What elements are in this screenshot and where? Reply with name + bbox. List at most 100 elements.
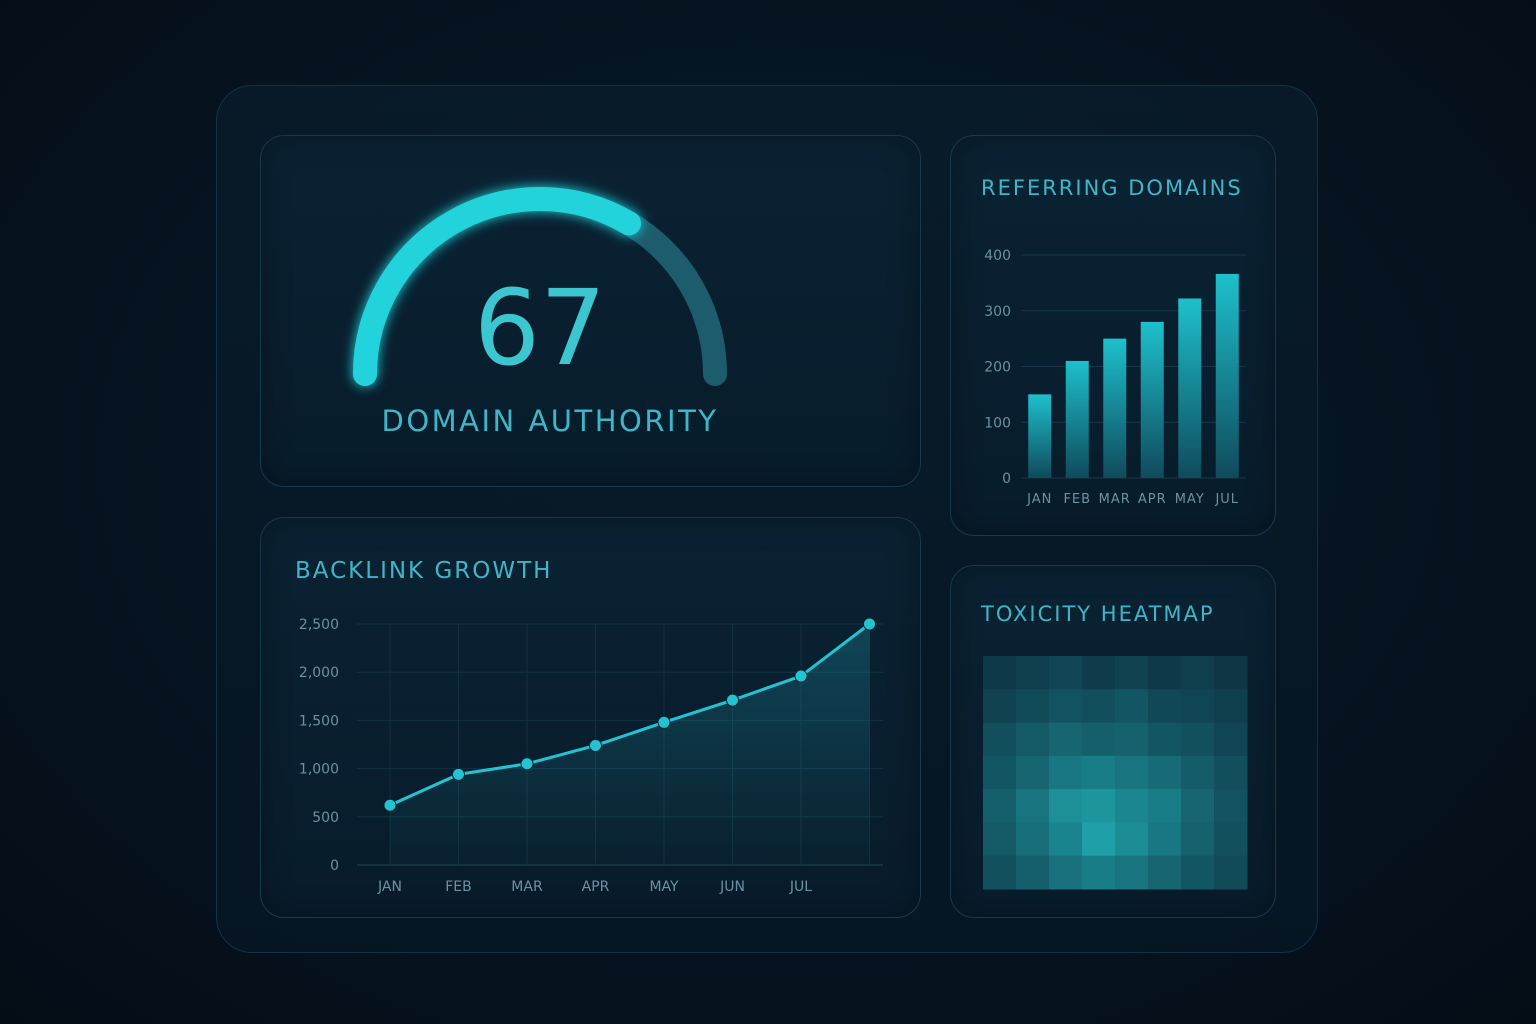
- heatmap-cell[interactable]: [983, 755, 1017, 790]
- heatmap-cell[interactable]: [1115, 822, 1149, 857]
- bar-jan[interactable]: [1028, 394, 1052, 478]
- heatmap-cell[interactable]: [983, 789, 1017, 823]
- bar-feb[interactable]: [1065, 360, 1089, 478]
- heatmap-cell[interactable]: [1082, 689, 1116, 724]
- heatmap-cell[interactable]: [1181, 689, 1215, 724]
- line-y-tick-label: 1,500: [299, 713, 339, 729]
- backlink-series-line: [389, 622, 871, 807]
- heatmap-cell[interactable]: [1181, 656, 1215, 690]
- heatmap-cell[interactable]: [1082, 755, 1116, 790]
- heatmap-cell[interactable]: [1082, 822, 1116, 857]
- line-point-feb[interactable]: [452, 767, 465, 781]
- heatmap-cell[interactable]: [1148, 689, 1182, 724]
- heatmap-cell[interactable]: [1115, 689, 1149, 724]
- heatmap-cell[interactable]: [983, 722, 1017, 757]
- heatmap-cell[interactable]: [1016, 689, 1050, 724]
- heatmap-cell[interactable]: [1115, 722, 1149, 757]
- heatmap-cell[interactable]: [1214, 789, 1248, 823]
- heatmap-cell[interactable]: [1115, 755, 1149, 790]
- heatmap-cell[interactable]: [1016, 789, 1050, 823]
- line-point-apr[interactable]: [589, 738, 602, 752]
- heatmap-cell[interactable]: [1049, 789, 1083, 823]
- referring-domains-title: REFERRING DOMAINS: [981, 176, 1243, 200]
- backlink-growth-chart: 0 500 1,000 1,500 2,000 2,500 JAN FEB MAR APR MAY J…: [299, 617, 883, 895]
- bar-mar[interactable]: [1103, 338, 1127, 478]
- heatmap-cell[interactable]: [1049, 689, 1083, 724]
- heatmap-cell[interactable]: [1214, 855, 1248, 890]
- backlink-growth-title: BACKLINK GROWTH: [295, 558, 553, 584]
- bar-y-tick-label: 0: [1002, 471, 1011, 487]
- heatmap-cell[interactable]: [1082, 855, 1116, 890]
- heatmap-cell[interactable]: [1148, 822, 1182, 857]
- heatmap-cell[interactable]: [1148, 755, 1182, 790]
- domain-authority-card[interactable]: 67 DOMAIN AUTHORITY: [260, 135, 921, 487]
- line-point-may[interactable]: [657, 715, 671, 729]
- toxicity-heatmap-card[interactable]: TOXICITY HEATMAP: [950, 565, 1276, 918]
- toxicity-heatmap: [983, 656, 1248, 890]
- heatmap-cell[interactable]: [1049, 722, 1083, 757]
- bar-y-tick-label: 400: [984, 248, 1011, 264]
- heatmap-cell[interactable]: [1214, 822, 1248, 857]
- heatmap-cell[interactable]: [1214, 689, 1248, 724]
- heatmap-cell[interactable]: [1115, 789, 1149, 823]
- bar-y-tick-label: 200: [984, 360, 1011, 376]
- authority-gauge: 67: [353, 187, 727, 389]
- line-point-jan[interactable]: [383, 798, 397, 812]
- line-x-tick-label: JAN: [377, 879, 402, 895]
- heatmap-cell[interactable]: [1181, 822, 1215, 857]
- heatmap-cell[interactable]: [1049, 656, 1083, 690]
- line-x-tick-label: FEB: [445, 879, 472, 895]
- heatmap-cell[interactable]: [1148, 855, 1182, 890]
- heatmap-cell[interactable]: [983, 855, 1017, 890]
- heatmap-cell[interactable]: [1181, 722, 1215, 757]
- authority-label: DOMAIN AUTHORITY: [381, 404, 719, 438]
- heatmap-cell[interactable]: [1148, 722, 1182, 757]
- heatmap-cell[interactable]: [1115, 855, 1149, 890]
- heatmap-cell[interactable]: [1181, 855, 1215, 890]
- bar-x-tick-label: MAY: [1175, 492, 1205, 507]
- bar-x-tick-label: JAN: [1026, 492, 1052, 507]
- heatmap-cell[interactable]: [1016, 822, 1050, 857]
- heatmap-cell[interactable]: [1148, 656, 1182, 690]
- heatmap-cell[interactable]: [1082, 789, 1116, 823]
- heatmap-cell[interactable]: [1016, 722, 1050, 757]
- heatmap-cell[interactable]: [1148, 789, 1182, 823]
- heatmap-cell[interactable]: [1049, 855, 1083, 890]
- backlink-growth-card[interactable]: BACKLINK GROWTH 0 500 1,000 1,500 2,000 2,500…: [260, 517, 921, 918]
- heatmap-cell[interactable]: [1181, 755, 1215, 790]
- heatmap-cell[interactable]: [983, 689, 1017, 724]
- gauge-fill: [353, 187, 642, 386]
- heatmap-cell[interactable]: [1115, 656, 1149, 690]
- line-y-tick-label: 0: [330, 858, 339, 874]
- heatmap-cell[interactable]: [1181, 789, 1215, 823]
- bar-apr[interactable]: [1140, 321, 1164, 478]
- backlink-area-fill: [390, 624, 870, 865]
- bar-x-tick-label: JUL: [1214, 492, 1239, 507]
- referring-domains-chart: 0 100 200 300 400 JAN FEB MAR APR MAY JUL: [984, 248, 1246, 507]
- heatmap-cell[interactable]: [1016, 855, 1050, 890]
- line-y-tick-label: 500: [312, 810, 339, 826]
- line-x-tick-label: MAY: [649, 879, 679, 895]
- heatmap-cell[interactable]: [1049, 822, 1083, 857]
- heatmap-cell[interactable]: [1049, 755, 1083, 790]
- bar-x-tick-label: MAR: [1099, 492, 1131, 507]
- referring-domains-card[interactable]: REFERRING DOMAINS 0 100 200 300 400 JAN FEB MAR…: [950, 135, 1276, 536]
- heatmap-cell[interactable]: [1082, 722, 1116, 757]
- heatmap-cell[interactable]: [1082, 656, 1116, 690]
- heatmap-cell[interactable]: [1214, 755, 1248, 790]
- line-point-jul[interactable]: [794, 669, 808, 683]
- line-point-jun[interactable]: [726, 693, 739, 707]
- bar-may[interactable]: [1178, 298, 1202, 478]
- heatmap-cell[interactable]: [1016, 656, 1050, 690]
- bar-y-tick-label: 300: [984, 304, 1011, 320]
- heatmap-cell[interactable]: [1214, 722, 1248, 757]
- bar-x-tick-label: APR: [1138, 492, 1167, 507]
- line-point-latest[interactable]: [863, 617, 876, 631]
- line-point-mar[interactable]: [520, 757, 534, 771]
- heatmap-cell[interactable]: [1214, 656, 1248, 690]
- heatmap-cell[interactable]: [983, 656, 1017, 690]
- bar-jul[interactable]: [1215, 273, 1239, 478]
- heatmap-cell[interactable]: [1016, 755, 1050, 790]
- line-x-tick-label: JUL: [789, 879, 812, 895]
- heatmap-cell[interactable]: [983, 822, 1017, 857]
